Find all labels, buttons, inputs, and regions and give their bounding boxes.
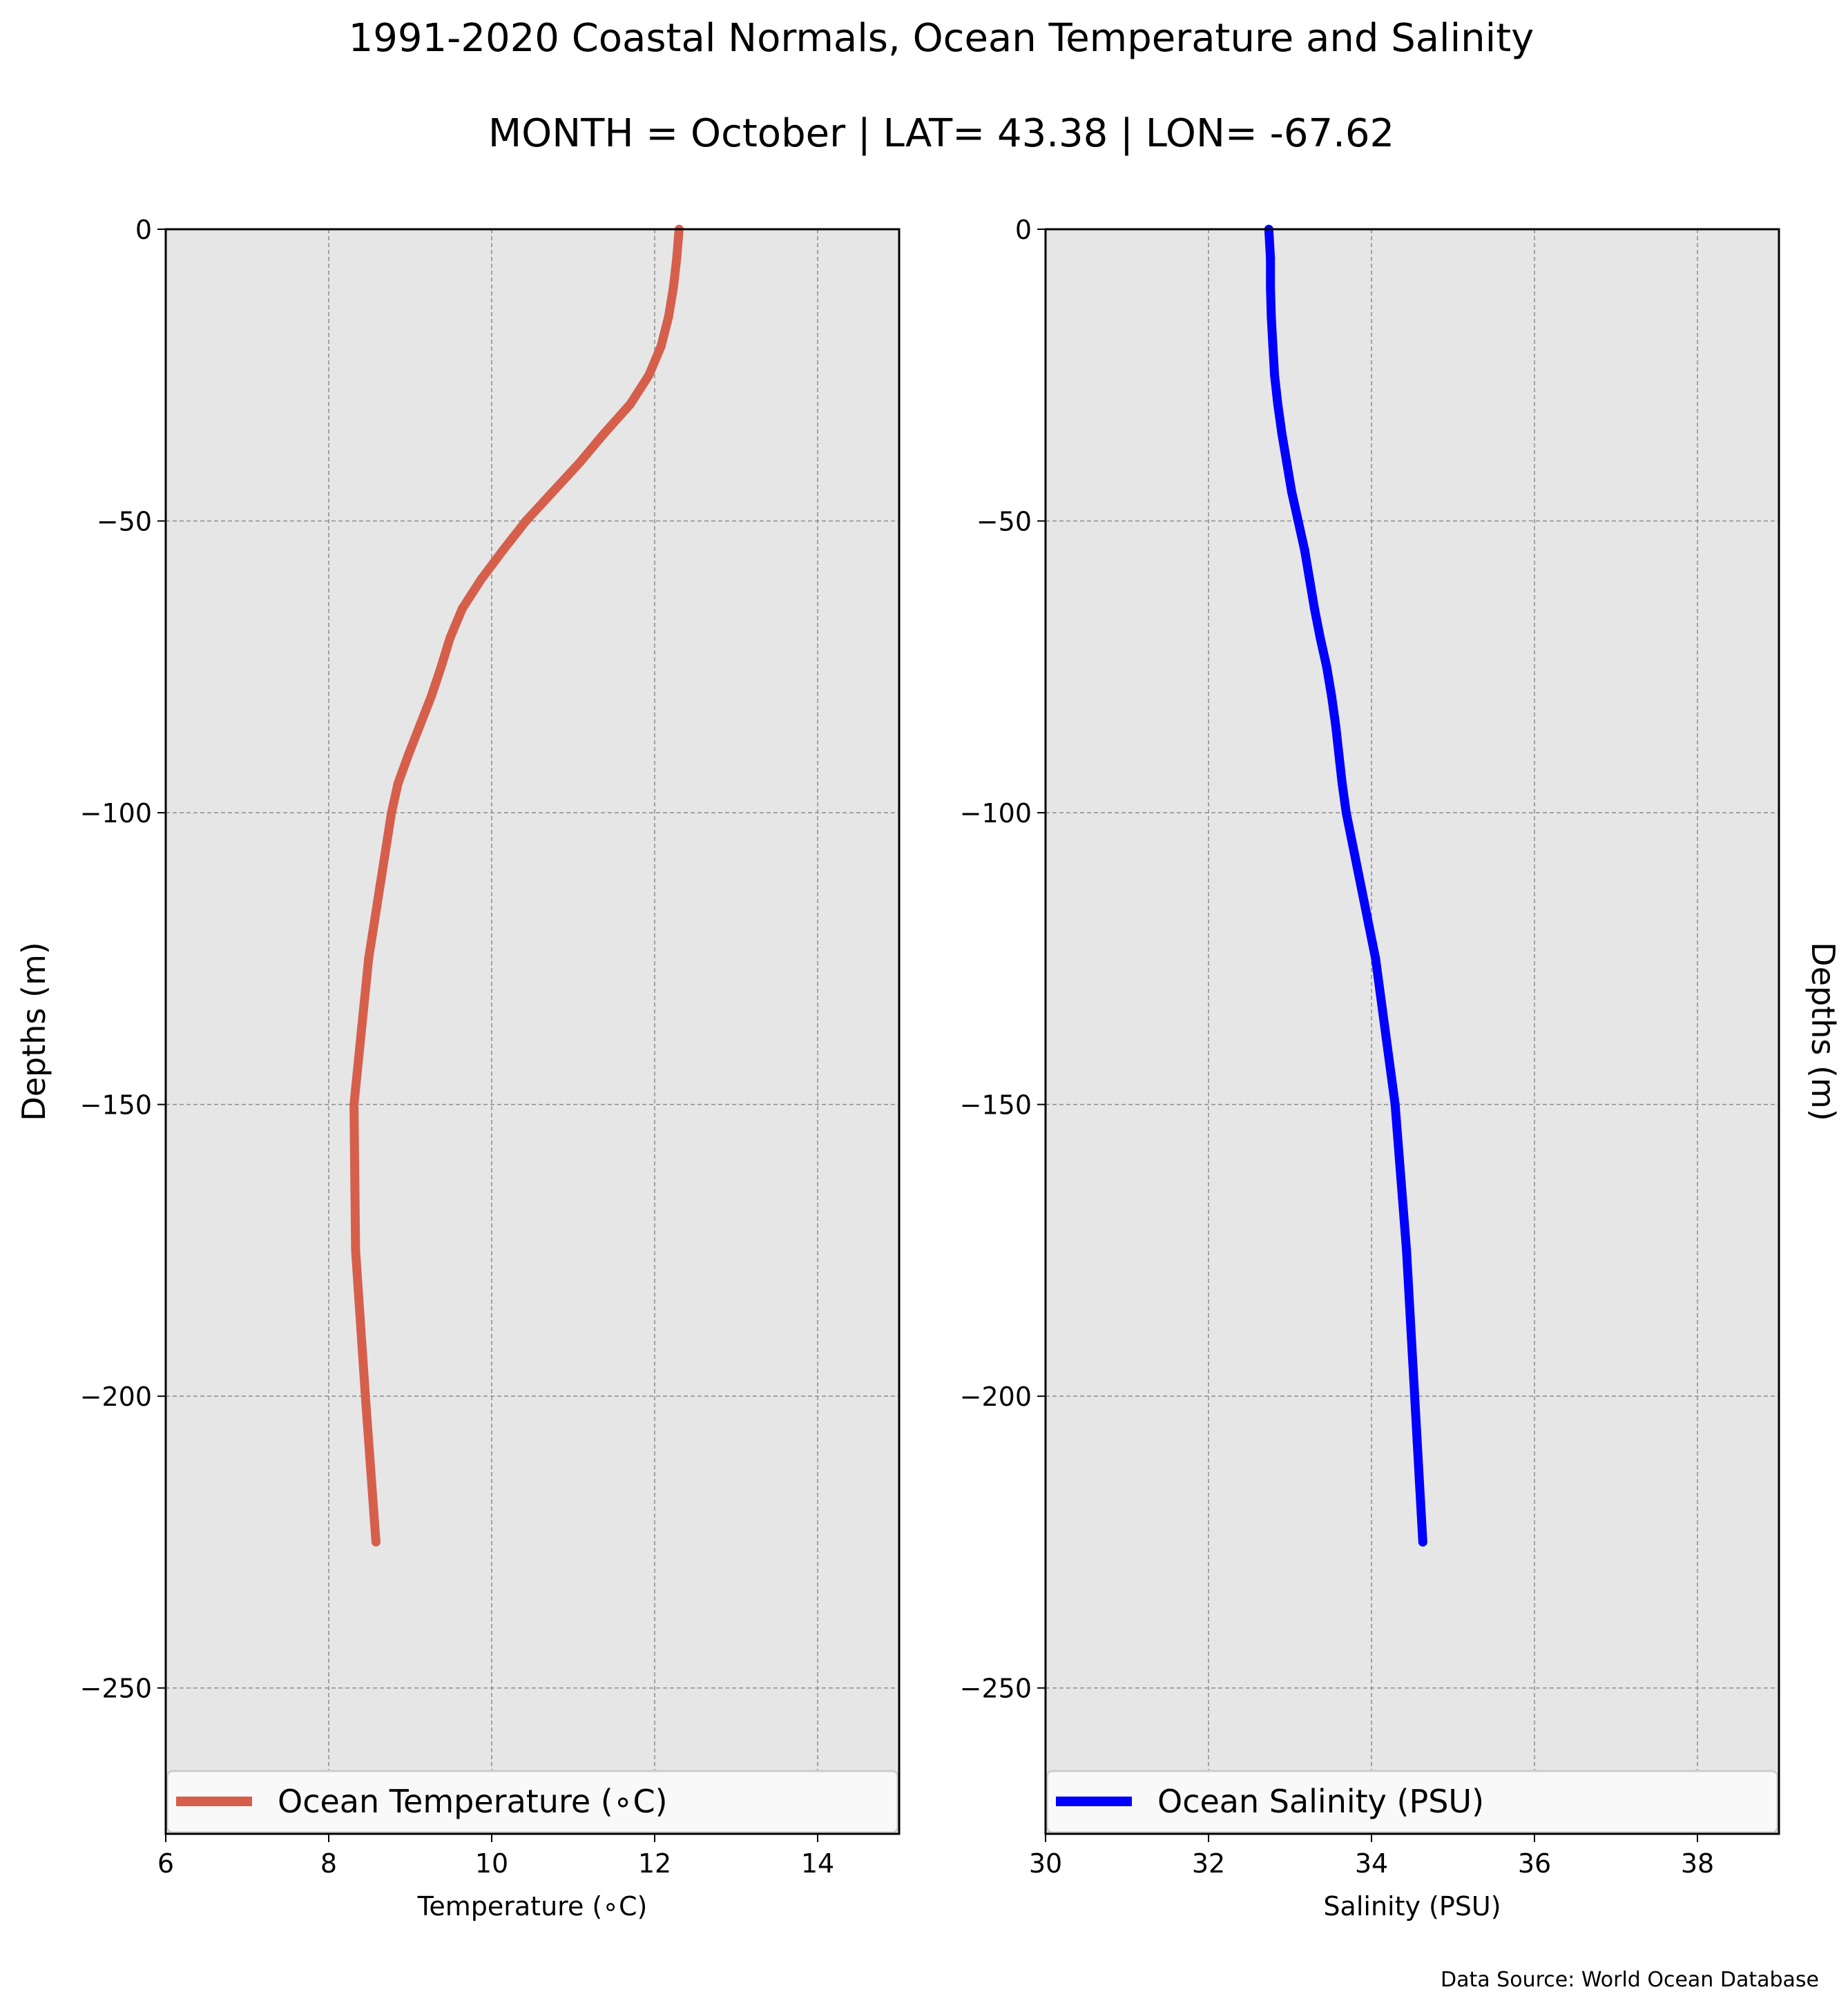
data-point [644,370,654,380]
data-point [1300,545,1309,555]
data-point [364,954,374,963]
data-point [1270,370,1280,380]
ticks: 30 32 34 36 38 0 −50 −100 −150 −200 −250 [960,215,1715,1879]
data-point [445,633,455,643]
legend-box [166,1770,899,1834]
y-axis-label: Depths (m) [1804,942,1842,1121]
y-tick-label: −250 [960,1674,1032,1704]
axes-frame [164,228,901,1835]
data-point [1334,750,1344,759]
legend-label: Ocean Salinity (PSU) [1157,1783,1484,1820]
gridlines [166,229,899,1834]
data-point [360,1391,370,1401]
data-point [1277,429,1287,438]
data-point [1266,253,1276,263]
data-point [427,691,436,701]
gridlines [1046,229,1779,1834]
data-point [415,720,425,730]
data-point [1293,516,1303,526]
axes-frame [1044,228,1780,1835]
data-point [1316,633,1325,643]
y-tick-label: 0 [135,215,152,245]
data-point [1282,458,1291,467]
data-point [1371,954,1380,963]
data-point [458,603,468,613]
y-tick-label: −50 [97,507,152,537]
data-point [371,1537,381,1547]
legend-box [1046,1770,1779,1834]
chart-title: 1991-2020 Coastal Normals, Ocean Tempera… [349,16,1534,61]
series-line-0 [349,229,684,1542]
chart-subtitle: MONTH = October | LAT= 43.38 | LON= -67.… [488,111,1394,156]
data-point [1268,341,1278,351]
legend: Ocean Temperature (∘C) [166,1770,899,1834]
data-point [1322,662,1331,672]
x-tick-label: 30 [1029,1848,1062,1879]
y-axis-label: Depths (m) [15,942,52,1121]
plot-area [166,229,899,1834]
x-axis-label: Temperature (∘C) [417,1891,648,1922]
data-point [1273,400,1282,409]
data-point [1338,779,1347,788]
y-tick-label: −100 [960,798,1032,829]
data-point [1327,691,1336,701]
data-point [499,545,508,555]
x-tick-label: 14 [801,1848,834,1879]
y-tick-label: −50 [976,507,1032,537]
temperature-panel: Ocean Temperature (∘C) 6 8 10 12 14 0 −50 −100 −… [15,215,901,1922]
data-point [1331,720,1340,730]
series-line-0 [1264,229,1427,1542]
ticks: 6 8 10 12 14 0 −50 −100 −150 −200 −250 [80,215,835,1879]
data-point [664,312,673,322]
data-point [1305,574,1314,584]
y-tick-label: 0 [1015,215,1032,245]
data-point [548,487,557,496]
data-point [436,662,446,672]
y-tick-label: −200 [960,1382,1032,1412]
legend: Ocean Salinity (PSU) [1046,1770,1779,1834]
x-tick-label: 6 [157,1848,174,1879]
data-point [351,1246,360,1255]
y-tick-label: −150 [960,1090,1032,1121]
x-tick-label: 10 [475,1848,508,1879]
x-tick-label: 38 [1681,1848,1714,1879]
data-point [1410,1391,1420,1401]
data-point [626,400,635,409]
data-point [387,808,396,817]
data-point [668,283,678,293]
data-point [575,458,584,467]
salinity-panel: Ocean Salinity (PSU) 30 32 34 36 38 0 −50 −100 −… [960,215,1842,1922]
data-point [1309,603,1319,613]
data-source-note: Data Source: World Ocean Database [1441,1968,1819,1992]
data-point [521,516,531,526]
y-tick-label: −100 [80,798,152,829]
x-axis-label: Salinity (PSU) [1323,1891,1501,1922]
data-point [1418,1537,1427,1547]
x-tick-label: 12 [638,1848,671,1879]
plot-area [1046,229,1779,1834]
y-tick-label: −250 [80,1674,152,1704]
data-point [404,750,414,759]
data-point [477,574,486,584]
data-point [1341,808,1351,817]
data-point [1267,312,1276,322]
series-layer [349,224,684,1547]
data-point [672,253,682,263]
data-point [393,779,403,788]
x-tick-label: 8 [320,1848,337,1879]
data-point [1402,1246,1412,1255]
x-tick-label: 32 [1192,1848,1225,1879]
y-tick-label: −150 [80,1090,152,1121]
data-point [599,429,609,438]
y-tick-label: −200 [80,1382,152,1412]
data-point [349,1100,359,1110]
data-point [1287,487,1296,496]
data-point [656,341,666,351]
legend-label: Ocean Temperature (∘C) [278,1783,668,1820]
data-point [1266,283,1276,293]
x-tick-label: 36 [1518,1848,1551,1879]
x-tick-label: 34 [1355,1848,1388,1879]
data-point [1390,1100,1400,1110]
